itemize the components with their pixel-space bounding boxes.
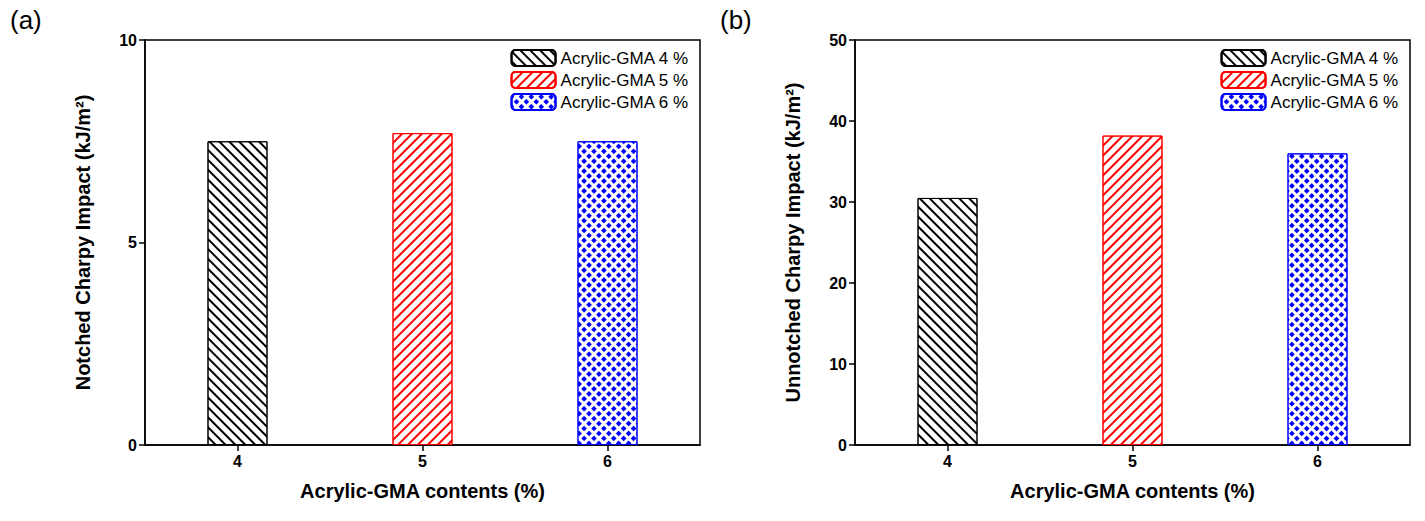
- svg-text:5: 5: [418, 453, 427, 470]
- svg-text:40: 40: [829, 113, 847, 130]
- svg-text:5: 5: [1128, 453, 1137, 470]
- svg-text:Acrylic-GMA 4 %: Acrylic-GMA 4 %: [561, 49, 689, 68]
- svg-text:6: 6: [1313, 453, 1322, 470]
- svg-text:Acrylic-GMA 6 %: Acrylic-GMA 6 %: [1271, 93, 1399, 112]
- svg-text:(b): (b): [720, 5, 752, 35]
- svg-text:5: 5: [128, 234, 137, 251]
- svg-text:Acrylic-GMA 5 %: Acrylic-GMA 5 %: [561, 71, 689, 90]
- svg-text:Acrylic-GMA contents (%): Acrylic-GMA contents (%): [1010, 480, 1255, 502]
- svg-text:Acrylic-GMA contents (%): Acrylic-GMA contents (%): [300, 480, 545, 502]
- svg-text:(a): (a): [10, 5, 42, 35]
- svg-text:50: 50: [829, 32, 847, 49]
- svg-text:20: 20: [829, 275, 847, 292]
- svg-text:Acrylic-GMA 4 %: Acrylic-GMA 4 %: [1271, 49, 1399, 68]
- svg-text:0: 0: [838, 437, 847, 454]
- svg-text:0: 0: [128, 437, 137, 454]
- svg-text:30: 30: [829, 194, 847, 211]
- svg-text:Acrylic-GMA 6 %: Acrylic-GMA 6 %: [561, 93, 689, 112]
- svg-text:Acrylic-GMA 5 %: Acrylic-GMA 5 %: [1271, 71, 1399, 90]
- svg-text:10: 10: [829, 356, 847, 373]
- svg-text:Unnotched Charpy Impact (kJ/m²: Unnotched Charpy Impact (kJ/m²): [782, 82, 804, 402]
- svg-text:4: 4: [233, 453, 242, 470]
- svg-text:4: 4: [943, 453, 952, 470]
- svg-text:10: 10: [119, 32, 137, 49]
- svg-text:Notched Charpy Impact (kJ/m²): Notched Charpy Impact (kJ/m²): [72, 95, 94, 391]
- svg-text:6: 6: [603, 453, 612, 470]
